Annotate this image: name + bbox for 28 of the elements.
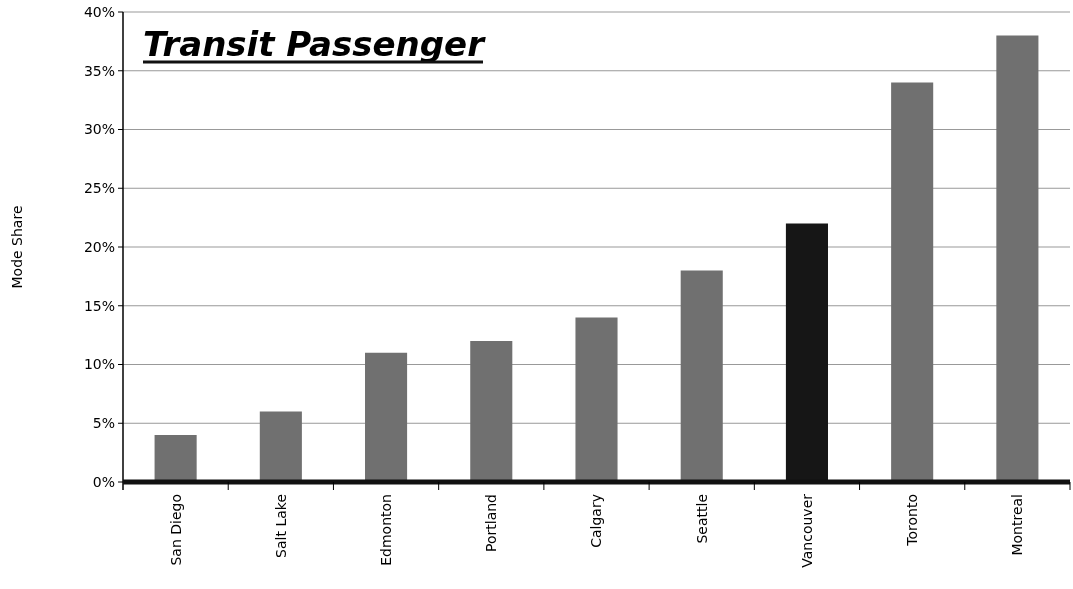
y-tick-label: 25% [83, 180, 115, 197]
y-axis-title: Mode Share [9, 205, 25, 289]
bar [996, 35, 1039, 482]
y-tick-label: 0% [92, 473, 115, 490]
bar [259, 411, 302, 482]
bar [365, 352, 408, 482]
y-tick-label: 10% [83, 356, 115, 373]
x-tick-label: Salt Lake [272, 494, 289, 558]
x-tick-label: Seattle [693, 494, 710, 544]
y-tick-label: 35% [83, 62, 115, 79]
x-tick-label: Vancouver [798, 493, 815, 568]
x-tick-label: Toronto [904, 494, 921, 547]
y-tick-label: 40% [83, 3, 115, 20]
chart-title: Transit Passenger [143, 24, 487, 64]
y-tick-label: 20% [83, 238, 115, 255]
y-tick-label: 30% [83, 121, 115, 138]
x-tick-label: San Diego [167, 494, 184, 566]
bar [891, 82, 934, 482]
bar [680, 270, 723, 482]
x-tick-label: Montreal [1009, 494, 1026, 556]
bar [470, 341, 513, 482]
y-tick-label: 5% [92, 415, 115, 432]
bar [575, 317, 618, 482]
x-tick-label: Calgary [588, 494, 605, 548]
x-tick-label: Portland [483, 494, 500, 552]
y-tick-label: 15% [83, 297, 115, 314]
bar [154, 435, 197, 482]
x-tick-label: Edmonton [377, 494, 394, 566]
